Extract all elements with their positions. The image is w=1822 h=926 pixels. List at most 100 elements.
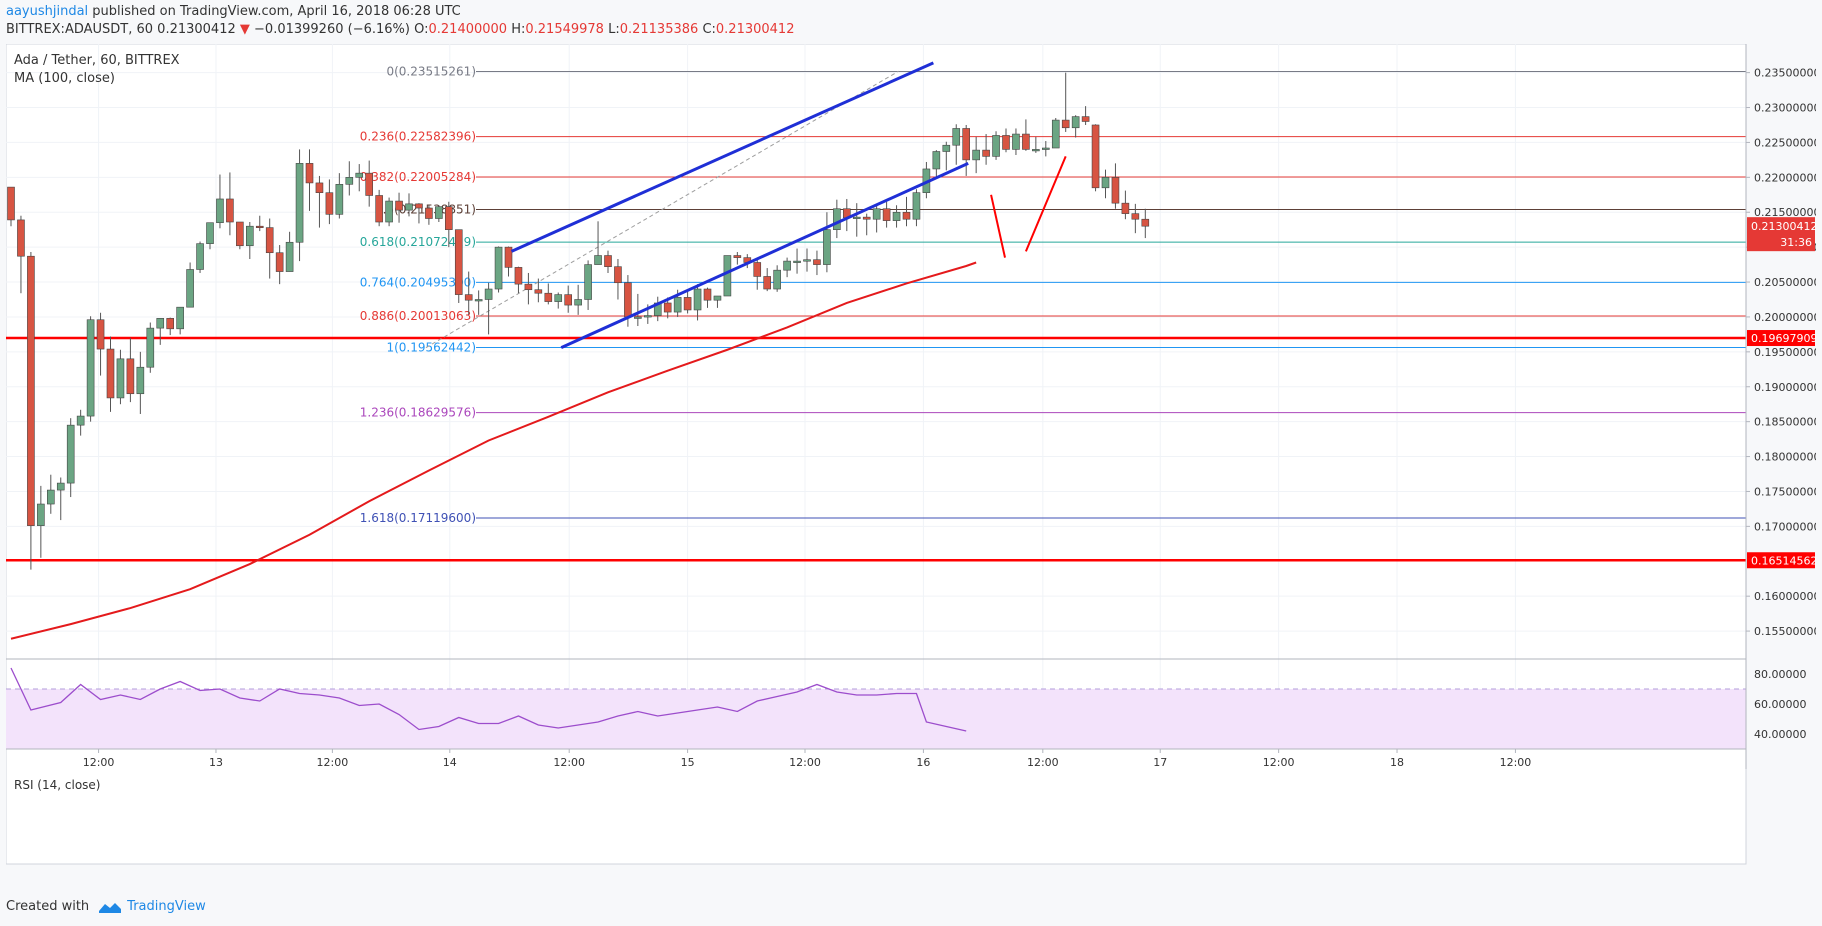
candle — [206, 222, 214, 250]
time-axis[interactable]: 12:00 13 12:00 14 12:00 15 12:00 16 12:00 17 12:00… — [6, 658, 1746, 769]
candle — [912, 189, 921, 227]
candle-body — [116, 358, 125, 399]
candle — [335, 173, 344, 219]
candle — [564, 285, 573, 313]
candle-body — [862, 216, 871, 220]
candle — [683, 290, 692, 314]
candle — [375, 189, 383, 227]
candle-body — [395, 200, 403, 211]
candle — [773, 265, 781, 292]
candle — [226, 172, 234, 236]
candle-body — [594, 255, 602, 265]
candle-body — [614, 266, 622, 284]
fib-level-label: 0.236(0.22582396) — [360, 130, 476, 144]
candle — [106, 336, 115, 412]
candle-body — [554, 294, 563, 302]
candle — [554, 292, 563, 309]
tradingview-link[interactable]: TradingView — [127, 899, 206, 914]
candle — [1101, 169, 1110, 199]
candle — [405, 193, 413, 217]
candle-body — [76, 415, 85, 426]
candle — [385, 197, 393, 227]
candle-body — [295, 163, 304, 243]
candle-body — [464, 294, 473, 301]
candle-body — [7, 186, 15, 221]
candle — [315, 175, 324, 228]
low-label: L: — [608, 22, 620, 37]
candle-body — [992, 135, 1000, 157]
footer: Created with TradingView — [6, 899, 206, 914]
created-with: Created with — [6, 899, 90, 914]
fib-level-label: 0.382(0.22005284) — [360, 170, 476, 184]
time-tick-label: 12:00 — [553, 756, 585, 769]
candle-body — [733, 255, 742, 258]
price-tick-label: 0.17000000 — [1754, 520, 1816, 533]
price-chart[interactable]: 0(0.23515261) 0.236(0.22582396) 0.382(0.22… — [6, 44, 1816, 896]
candle-body — [643, 315, 652, 318]
candle — [1061, 72, 1070, 132]
candle — [1071, 115, 1080, 138]
last-price: 0.21300412 — [157, 22, 236, 37]
candle — [962, 124, 971, 176]
price-tick-label: 0.16000000 — [1754, 590, 1816, 603]
candles — [7, 72, 1150, 570]
candle-body — [1091, 124, 1100, 189]
candle-body — [972, 149, 980, 161]
candle — [634, 293, 642, 327]
candle-body — [265, 227, 274, 254]
support-price-label: 0.19697909 — [1751, 332, 1816, 345]
fib-trend-line — [425, 70, 899, 349]
candle-body — [345, 177, 354, 185]
candle-body — [892, 211, 901, 221]
candle — [813, 250, 821, 276]
candle — [872, 203, 881, 233]
candle — [216, 174, 224, 229]
moving-average — [10, 261, 977, 640]
rsi-tick-label: 80.00000 — [1754, 668, 1807, 681]
candle-body — [952, 128, 961, 146]
candle — [614, 259, 622, 300]
candle-body — [37, 503, 45, 526]
candle-body — [803, 259, 811, 262]
symbol-name: BITTREX:ADAUSDT, 60 — [6, 22, 154, 37]
candle-body — [564, 294, 573, 306]
open-label: O: — [414, 22, 429, 37]
candle — [793, 248, 801, 274]
candle — [693, 284, 702, 321]
candle-body — [514, 267, 523, 285]
candle-body — [504, 246, 513, 268]
price-tick-label: 0.23500000 — [1754, 67, 1816, 80]
projection-line — [1024, 156, 1067, 252]
candle — [1081, 106, 1090, 125]
legend-title: Ada / Tether, 60, BITTREX — [14, 53, 180, 68]
price-tick-label: 0.15500000 — [1754, 625, 1816, 638]
price-tick-label: 0.23000000 — [1754, 102, 1816, 115]
candle-body — [365, 172, 374, 196]
candle — [27, 252, 35, 570]
author-link[interactable]: aayushjindal — [6, 4, 89, 19]
last-price-badge — [1747, 217, 1815, 252]
low-value: 0.21135386 — [619, 22, 699, 37]
candle-body — [425, 207, 433, 219]
fib-trend-dashed — [425, 70, 899, 349]
candle — [1091, 124, 1100, 192]
candle — [1002, 128, 1010, 153]
time-tick-label: 12:00 — [1027, 756, 1059, 769]
price-axis[interactable]: 0.23500000 0.23000000 0.22500000 0.22000000… — [1745, 44, 1816, 769]
candle — [1121, 190, 1130, 220]
candle — [275, 245, 284, 285]
candle-body — [136, 366, 145, 395]
time-tick-label: 12:00 — [83, 756, 115, 769]
candle — [892, 205, 901, 228]
candle — [96, 312, 105, 376]
candle — [783, 257, 791, 278]
candle — [852, 203, 861, 237]
candle-body — [405, 203, 413, 211]
high-value: 0.21549978 — [525, 22, 604, 37]
candle — [763, 268, 772, 292]
candle-body — [315, 182, 324, 193]
price-tick-label: 0.20000000 — [1754, 311, 1816, 324]
candle — [156, 318, 165, 345]
legend-ma: MA (100, close) — [14, 71, 115, 86]
candle-body — [982, 149, 990, 157]
